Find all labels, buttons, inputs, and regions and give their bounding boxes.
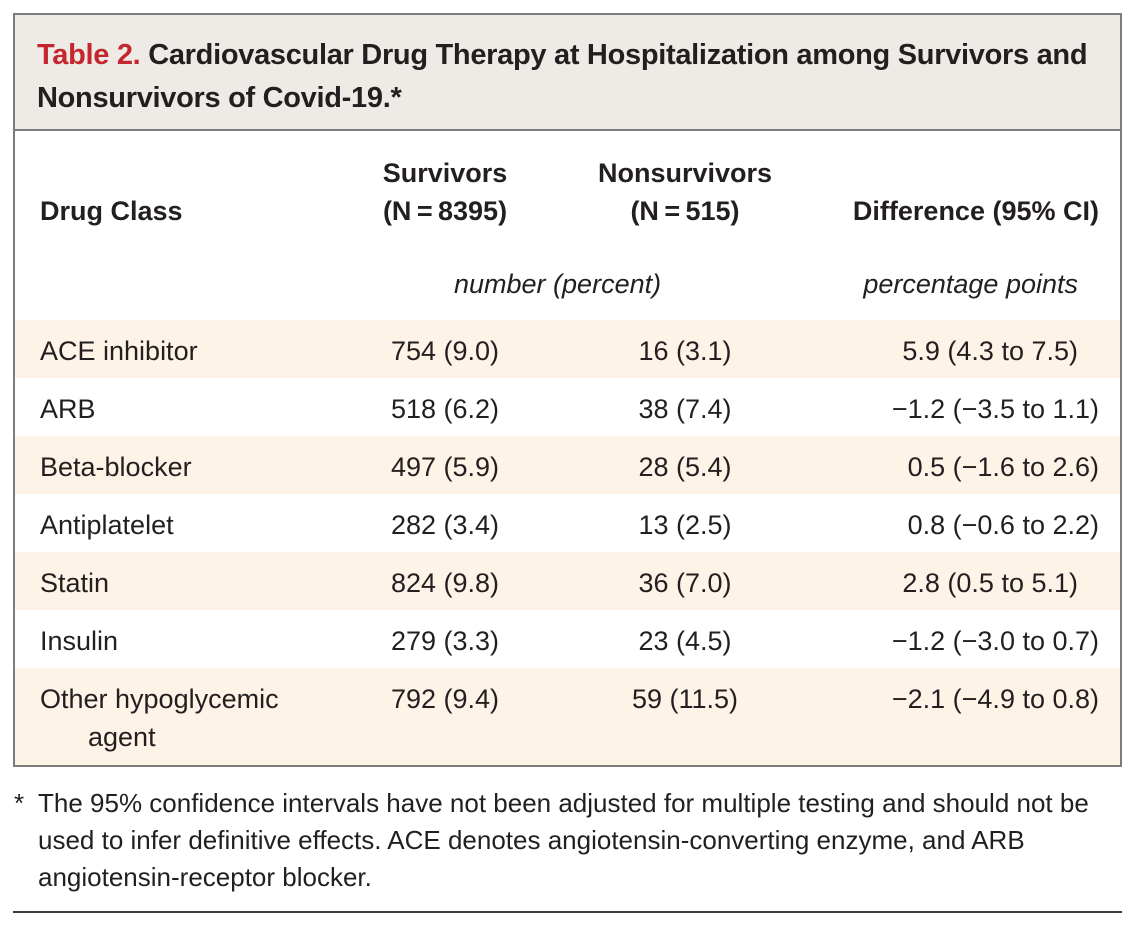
survivors-cell: 497 (5.9) [390, 452, 500, 482]
drug-cell: ACE inhibitor [40, 336, 198, 366]
drug-cell-line2: agent [88, 722, 156, 752]
header-nonsurvivors-n: (N = 515) [630, 196, 740, 226]
unit-number-percent: number (percent) [454, 269, 662, 299]
header-drug-class: Drug Class [40, 196, 183, 226]
header-survivors-n: (N = 8395) [382, 196, 508, 226]
difference-cell: −1.2 (−3.0 to 0.7) [891, 626, 1099, 656]
header-survivors-label: Survivors [382, 158, 508, 188]
difference-cell: 5.9 (4.3 to 7.5) [902, 336, 1078, 366]
unit-percentage-points: percentage points [863, 269, 1078, 299]
table-caption: Cardiovascular Drug Therapy at Hospitali… [37, 39, 1088, 114]
survivors-cell: 282 (3.4) [390, 510, 500, 540]
table-row: Antiplatelet 282 (3.4) 13 (2.5) 0.8 (−0.… [15, 494, 1120, 552]
table-row: Insulin 279 (3.3) 23 (4.5) −1.2 (−3.0 to… [15, 610, 1120, 668]
difference-cell: 0.8 (−0.6 to 2.2) [907, 510, 1099, 540]
drug-cell: Insulin [40, 626, 119, 656]
drug-cell: ARB [40, 394, 96, 424]
nonsurvivors-cell: 59 (11.5) [631, 684, 739, 714]
table-row: Other hypoglycemic agent 792 (9.4) 59 (1… [15, 668, 1120, 765]
nonsurvivors-cell: 36 (7.0) [638, 568, 732, 598]
footnote-marker: * [14, 788, 25, 818]
drug-cell: Other hypoglycemic agent [40, 680, 279, 756]
header-survivors: Survivors (N = 8395) [345, 154, 545, 230]
table-row: Beta-blocker 497 (5.9) 28 (5.4) 0.5 (−1.… [15, 436, 1120, 494]
header-nonsurvivors-label: Nonsurvivors [597, 158, 773, 188]
table-footnote: * The 95% confidence intervals have not … [14, 785, 1114, 896]
table-frame: Table 2. Cardiovascular Drug Therapy at … [13, 13, 1122, 767]
drug-cell: Statin [40, 568, 110, 598]
survivors-cell: 279 (3.3) [390, 626, 500, 656]
table-row: ARB 518 (6.2) 38 (7.4) −1.2 (−3.5 to 1.1… [15, 378, 1120, 436]
table-row: Statin 824 (9.8) 36 (7.0) 2.8 (0.5 to 5.… [15, 552, 1120, 610]
table-title: Table 2. Cardiovascular Drug Therapy at … [15, 15, 1120, 131]
table-number: Table 2. [37, 39, 141, 71]
difference-cell: −2.1 (−4.9 to 0.8) [891, 684, 1099, 714]
nonsurvivors-cell: 38 (7.4) [638, 394, 732, 424]
survivors-cell: 518 (6.2) [390, 394, 500, 424]
nonsurvivors-cell: 28 (5.4) [638, 452, 732, 482]
nonsurvivors-cell: 23 (4.5) [638, 626, 732, 656]
survivors-cell: 824 (9.8) [390, 568, 500, 598]
difference-cell: −1.2 (−3.5 to 1.1) [891, 394, 1099, 424]
difference-cell: 2.8 (0.5 to 5.1) [902, 568, 1078, 598]
difference-cell: 0.5 (−1.6 to 2.6) [907, 452, 1099, 482]
header-difference: Difference (95% CI) [852, 196, 1099, 226]
nonsurvivors-cell: 13 (2.5) [638, 510, 732, 540]
drug-cell-line1: Other hypoglycemic [40, 684, 279, 714]
drug-cell: Beta-blocker [40, 452, 192, 482]
header-nonsurvivors: Nonsurvivors (N = 515) [585, 154, 785, 230]
drug-cell: Antiplatelet [40, 510, 174, 540]
table-row: ACE inhibitor 754 (9.0) 16 (3.1) 5.9 (4.… [15, 320, 1120, 378]
nonsurvivors-cell: 16 (3.1) [638, 336, 732, 366]
bottom-divider [13, 911, 1122, 913]
survivors-cell: 792 (9.4) [390, 684, 500, 714]
footnote-text: The 95% confidence intervals have not be… [38, 788, 1089, 892]
survivors-cell: 754 (9.0) [390, 336, 500, 366]
